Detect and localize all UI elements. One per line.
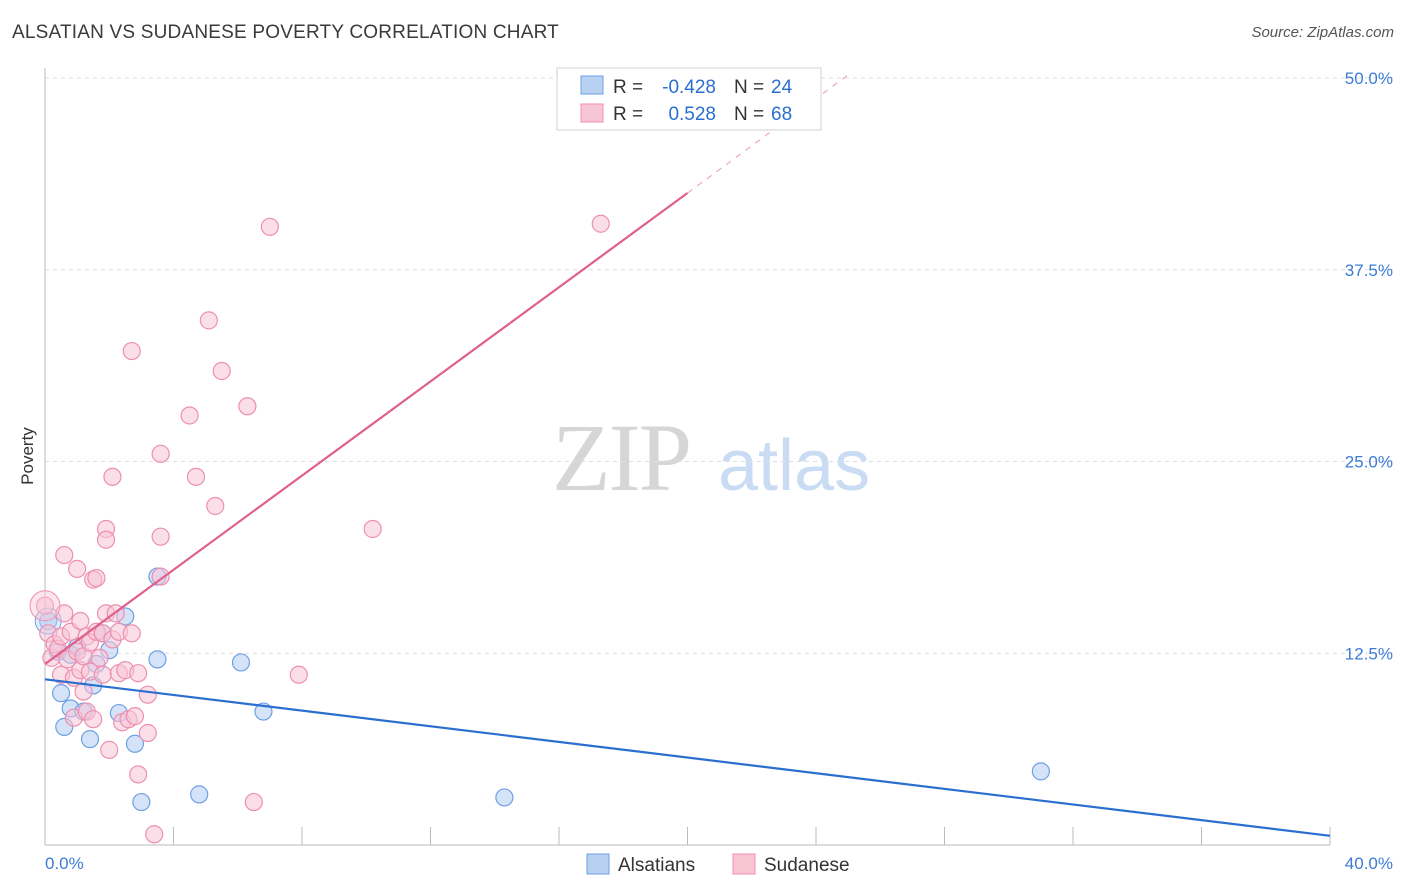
sudanese-trend-extension bbox=[687, 74, 849, 194]
sudanese-point bbox=[129, 765, 148, 784]
alsatian-point bbox=[1031, 762, 1050, 781]
sudanese-point bbox=[100, 740, 119, 759]
bottom-legend-swatch-sudanese bbox=[732, 853, 756, 875]
bottom-legend-label-sudanese: Sudanese bbox=[764, 855, 850, 876]
alsatian-point bbox=[190, 785, 209, 804]
y-axis-title: Poverty bbox=[18, 427, 37, 485]
y-tick-label: 12.5% bbox=[1345, 644, 1393, 663]
sudanese-point bbox=[151, 444, 170, 463]
alsatian-trend-line bbox=[44, 678, 1331, 837]
legend-n-label-2: N = bbox=[734, 104, 764, 125]
gridlines bbox=[45, 77, 1393, 654]
legend-n-value-1: 24 bbox=[771, 77, 793, 98]
x-tick-label-min: 0.0% bbox=[45, 854, 84, 873]
sudanese-point bbox=[238, 397, 257, 416]
bottom-legend-label-alsatians: Alsatians bbox=[618, 855, 695, 876]
sudanese-point bbox=[55, 545, 74, 565]
sudanese-point bbox=[289, 665, 308, 684]
sudanese-point bbox=[199, 311, 218, 330]
sudanese-point bbox=[138, 685, 157, 704]
alsatian-point bbox=[51, 684, 71, 703]
sudanese-point bbox=[151, 567, 170, 586]
y-tick-labels: 12.5% 25.0% 37.5% 50.0% bbox=[1345, 69, 1393, 663]
x-axis-ticks bbox=[44, 827, 1331, 845]
y-tick-label: 37.5% bbox=[1345, 261, 1393, 280]
sudanese-point bbox=[93, 665, 112, 684]
legend-r-value-1: -0.428 bbox=[662, 77, 716, 98]
sudanese-point bbox=[71, 611, 90, 631]
sudanese-point bbox=[68, 559, 87, 578]
sudanese-point bbox=[151, 527, 170, 546]
legend-swatch-alsatians bbox=[580, 75, 604, 95]
sudanese-point bbox=[591, 214, 610, 233]
sudanese-point bbox=[145, 825, 164, 844]
legend-r-label-2: R = bbox=[613, 104, 643, 125]
alsatian-point bbox=[80, 730, 100, 749]
alsatian-point bbox=[231, 653, 251, 672]
alsatian-point bbox=[495, 788, 514, 807]
y-tick-label: 25.0% bbox=[1345, 453, 1393, 472]
sudanese-point bbox=[186, 467, 206, 486]
trend-lines bbox=[44, 74, 1331, 837]
sudanese-point bbox=[129, 664, 148, 683]
sudanese-point bbox=[96, 530, 116, 549]
sudanese-point bbox=[84, 710, 103, 729]
sudanese-point bbox=[206, 496, 225, 516]
sudanese-cluster-point bbox=[29, 590, 61, 622]
correlation-legend: R = -0.428 N = 24 R = 0.528 N = 68 bbox=[556, 67, 822, 131]
legend-n-value-2: 68 bbox=[771, 104, 792, 125]
sudanese-point bbox=[363, 519, 382, 539]
sudanese-point bbox=[122, 624, 141, 643]
sudanese-trend-line bbox=[44, 192, 689, 665]
legend-r-value-2: 0.528 bbox=[668, 104, 716, 125]
sudanese-point bbox=[138, 723, 157, 743]
sudanese-point bbox=[122, 341, 141, 361]
bottom-legend-swatch-alsatians bbox=[586, 853, 610, 875]
sudanese-point bbox=[90, 648, 109, 667]
alsatian-point bbox=[148, 650, 167, 669]
legend-swatch-sudanese bbox=[580, 103, 604, 123]
watermark-atlas: atlas bbox=[718, 426, 870, 506]
sudanese-point bbox=[244, 792, 263, 812]
sudanese-point bbox=[103, 467, 122, 486]
sudanese-point bbox=[35, 596, 55, 615]
alsatian-point bbox=[132, 792, 151, 812]
legend-r-label-1: R = bbox=[613, 77, 643, 98]
watermark-zip: ZIP bbox=[552, 404, 690, 511]
series-sudanese bbox=[29, 214, 610, 844]
legend-n-label-1: N = bbox=[734, 77, 764, 98]
sudanese-point bbox=[260, 217, 279, 236]
series-legend: Alsatians Sudanese bbox=[586, 853, 850, 876]
x-tick-label-max: 40.0% bbox=[1345, 854, 1393, 873]
sudanese-point bbox=[87, 568, 106, 588]
sudanese-point bbox=[180, 406, 199, 425]
alsatian-point bbox=[125, 734, 145, 753]
chart-title: ALSATIAN VS SUDANESE POVERTY CORRELATION… bbox=[12, 22, 559, 43]
y-tick-label: 50.0% bbox=[1345, 69, 1393, 88]
sudanese-point bbox=[125, 707, 145, 726]
source-label: Source: ZipAtlas.com bbox=[1251, 24, 1394, 41]
series-alsatians bbox=[34, 567, 1050, 812]
sudanese-point bbox=[212, 361, 231, 381]
